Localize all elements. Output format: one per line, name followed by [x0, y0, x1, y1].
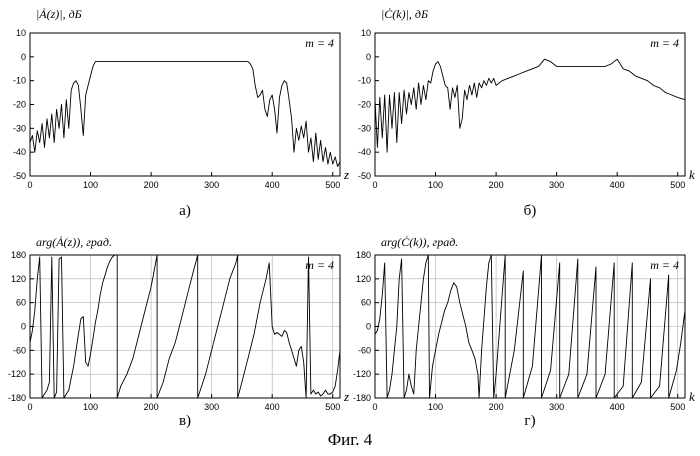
x-tick-label: 200	[489, 402, 504, 412]
chart-panel-d: 0 100 200 300 400 500 180 120 60 0 -60 -120 -180 arg(…	[353, 234, 695, 429]
y-axis-label: arg(Ȧ(z)), град.	[36, 235, 112, 249]
m-annotation: m = 4	[650, 258, 679, 272]
m-annotation: m = 4	[650, 36, 679, 50]
y-tick-label: 120	[356, 274, 371, 284]
x-tick-label: 500	[670, 402, 685, 412]
chart-panel-b: 0100200300400500100-10-20-30-40-50|Ċ(k)|…	[358, 6, 695, 219]
x-axis-variable: k	[689, 389, 695, 404]
y-tick-label: -50	[13, 171, 26, 181]
y-tick-label: 180	[356, 250, 371, 260]
figure-caption: Фиг. 4	[0, 430, 700, 450]
y-tick-label: -30	[13, 123, 26, 133]
y-tick-label: 10	[361, 28, 371, 38]
x-tick-label: 400	[610, 402, 625, 412]
series-line-a	[30, 62, 340, 167]
series-line-b	[375, 59, 685, 152]
panel-label-c: в)	[179, 413, 191, 429]
y-tick-label: -60	[13, 345, 26, 355]
y-tick-label: 0	[366, 322, 371, 332]
x-tick-label: 0	[372, 402, 377, 412]
x-tick-label: 100	[83, 402, 98, 412]
x-tick-label: 100	[428, 402, 443, 412]
x-tick-label: 0	[27, 402, 32, 412]
y-tick-label: 60	[16, 298, 26, 308]
y-tick-label: -10	[13, 76, 26, 86]
y-axis-label: arg(Ċ(k)), град.	[381, 234, 458, 249]
y-tick-label: -10	[358, 76, 371, 86]
chart-panel-a: 0100200300400500100-10-20-30-40-50|Ȧ(z)|…	[13, 7, 349, 219]
panel-label-d: г)	[524, 413, 535, 429]
plot-frame	[30, 33, 340, 176]
x-tick-label: 400	[265, 180, 280, 190]
x-tick-label: 300	[204, 402, 219, 412]
y-tick-label: 60	[361, 298, 371, 308]
y-tick-label: -30	[358, 123, 371, 133]
y-tick-label: 0	[366, 52, 371, 62]
y-tick-label: -40	[13, 147, 26, 157]
y-tick-label: -40	[358, 147, 371, 157]
plot-frame	[375, 33, 685, 176]
x-tick-label: 100	[428, 180, 443, 190]
x-tick-label: 100	[83, 180, 98, 190]
x-tick-label: 500	[325, 180, 340, 190]
x-axis-variable: z	[343, 389, 349, 404]
x-axis-variable: k	[689, 167, 695, 182]
y-tick-label: -120	[8, 369, 26, 379]
x-tick-label: 300	[204, 180, 219, 190]
x-tick-label: 200	[489, 180, 504, 190]
x-tick-label: 200	[144, 402, 159, 412]
x-tick-label: 0	[372, 180, 377, 190]
y-tick-label: -20	[358, 100, 371, 110]
y-axis-label: |Ċ(k)|, дБ	[381, 6, 428, 21]
y-tick-label: -120	[353, 369, 371, 379]
x-tick-label: 400	[265, 402, 280, 412]
y-tick-label: 120	[11, 274, 26, 284]
panel-label-b: б)	[524, 203, 537, 219]
panel-label-a: а)	[179, 203, 191, 219]
y-tick-label: -60	[358, 345, 371, 355]
x-tick-label: 200	[144, 180, 159, 190]
y-tick-label: -50	[358, 171, 371, 181]
x-tick-label: 0	[27, 180, 32, 190]
y-tick-label: -20	[13, 100, 26, 110]
m-annotation: m = 4	[305, 36, 334, 50]
y-tick-label: -180	[8, 393, 26, 403]
y-tick-label: 180	[11, 250, 26, 260]
chart-panel-c: 0 100 200 300 400 500 180 120 60 0 -60 -120 -180 arg(…	[8, 235, 349, 429]
x-axis-variable: z	[343, 167, 349, 182]
x-tick-label: 400	[610, 180, 625, 190]
x-tick-label: 300	[549, 180, 564, 190]
y-tick-label: 10	[16, 28, 26, 38]
y-tick-label: -180	[353, 393, 371, 403]
x-tick-label: 500	[325, 402, 340, 412]
y-tick-label: 0	[21, 322, 26, 332]
y-axis-label: |Ȧ(z)|, дБ	[36, 7, 82, 21]
x-tick-label: 500	[670, 180, 685, 190]
y-tick-label: 0	[21, 52, 26, 62]
x-tick-label: 300	[549, 402, 564, 412]
m-annotation: m = 4	[305, 258, 334, 272]
